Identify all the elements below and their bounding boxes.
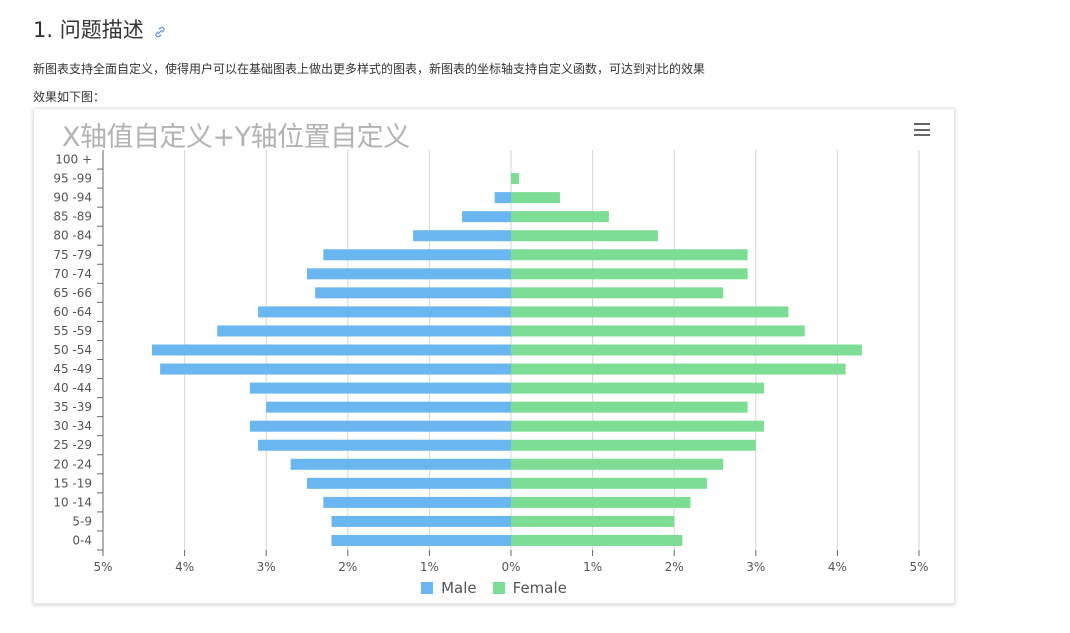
bar-male: [258, 439, 511, 451]
bar-female: [511, 268, 748, 280]
bar-female: [511, 477, 707, 489]
bar-male: [151, 344, 511, 356]
bar-male: [160, 363, 511, 375]
y-tick-label: 15 -19: [53, 476, 92, 490]
legend-swatch-female: [492, 582, 505, 594]
chart-menu-icon[interactable]: [914, 123, 930, 136]
bar-male: [307, 268, 511, 280]
bar-male: [323, 249, 511, 261]
bar-female: [511, 515, 675, 527]
chart-legend: Male Female: [34, 579, 954, 597]
bar-female: [511, 306, 789, 318]
bar-female: [511, 230, 658, 242]
x-tick-label: 1%: [420, 560, 439, 574]
x-tick-label: 0%: [501, 560, 520, 574]
bar-male: [290, 458, 511, 470]
legend-label-female: Female: [512, 579, 567, 597]
legend-item-female[interactable]: Female: [492, 579, 567, 597]
bar-female: [511, 420, 764, 432]
bar-female: [511, 496, 691, 508]
y-tick-label: 55 -59: [53, 324, 92, 338]
bar-male: [266, 401, 511, 413]
y-tick-label: 100 +: [55, 153, 92, 167]
bar-male: [307, 477, 511, 489]
bar-female: [511, 287, 724, 299]
bar-male: [413, 230, 511, 242]
x-tick-label: 3%: [257, 560, 276, 574]
bar-male: [323, 496, 511, 508]
description-text: 新图表支持全面自定义，使得用户可以在基础图表上做出更多样式的图表，新图表的坐标轴…: [33, 62, 706, 76]
x-tick-label: 5%: [93, 560, 112, 574]
pyramid-chart: 5% 4% 3% 2% 1% 0% 1% 2% 3% 4% 5% 100 + 95 -99 90 -94 8…: [53, 150, 929, 574]
bar-female: [511, 192, 560, 204]
bar-female: [511, 173, 520, 185]
y-tick-label: 65 -66: [53, 286, 92, 300]
x-tick-label: 4%: [175, 560, 194, 574]
x-tick-label: 3%: [746, 560, 765, 574]
y-tick-label: 75 -79: [53, 248, 92, 262]
bar-male: [315, 287, 511, 299]
y-tick-label: 70 -74: [53, 267, 92, 281]
legend-swatch-male: [421, 582, 434, 594]
y-tick-label: 45 -49: [53, 362, 92, 376]
section-heading-text: 1. 问题描述: [33, 18, 144, 42]
legend-label-male: Male: [441, 579, 477, 597]
section-heading: 1. 问题描述: [33, 16, 167, 44]
bar-female: [511, 211, 609, 223]
x-tick-label: 2%: [665, 560, 684, 574]
y-tick-label: 10 -14: [53, 495, 92, 509]
bar-male: [249, 382, 511, 394]
y-tick-label: 35 -39: [53, 400, 92, 414]
bar-female: [511, 344, 862, 356]
bar-male: [258, 306, 511, 318]
y-tick-label: 5-9: [72, 514, 92, 528]
bar-male: [331, 515, 511, 527]
bar-female: [511, 363, 846, 375]
y-tick-label: 95 -99: [53, 172, 92, 186]
link-icon[interactable]: [153, 25, 167, 39]
legend-item-male[interactable]: Male: [421, 579, 477, 597]
x-tick-label: 4%: [828, 560, 847, 574]
bar-female: [511, 439, 756, 451]
bar-female: [511, 401, 748, 413]
y-tick-label: 20 -24: [53, 457, 92, 471]
y-tick-label: 90 -94: [53, 191, 92, 205]
bar-female: [511, 534, 683, 546]
bar-male: [249, 420, 511, 432]
bar-male: [331, 534, 511, 546]
x-tick-label: 5%: [909, 560, 928, 574]
chart-title: X轴值自定义+Y轴位置自定义: [62, 122, 410, 153]
y-tick-label: 60 -64: [53, 305, 92, 319]
y-tick-label: 25 -29: [53, 438, 92, 452]
y-tick-label: 40 -44: [53, 381, 92, 395]
bar-female: [511, 249, 748, 261]
y-tick-label: 50 -54: [53, 343, 92, 357]
effect-label: 效果如下图：: [33, 90, 106, 104]
bar-female: [511, 458, 724, 470]
bar-female: [511, 382, 764, 394]
x-tick-label: 2%: [338, 560, 357, 574]
y-tick-label: 30 -34: [53, 419, 92, 433]
y-tick-label: 85 -89: [53, 210, 92, 224]
bar-male: [462, 211, 511, 223]
bar-male: [494, 192, 511, 204]
y-tick-label: 0-4: [72, 533, 92, 547]
y-tick-label: 80 -84: [53, 229, 92, 243]
bar-male: [217, 325, 512, 337]
chart-container: X轴值自定义+Y轴位置自定义 5% 4% 3% 2% 1% 0% 1% 2% 3% 4% 5% 100…: [33, 108, 955, 604]
x-tick-label: 1%: [583, 560, 602, 574]
bar-female: [511, 325, 805, 337]
